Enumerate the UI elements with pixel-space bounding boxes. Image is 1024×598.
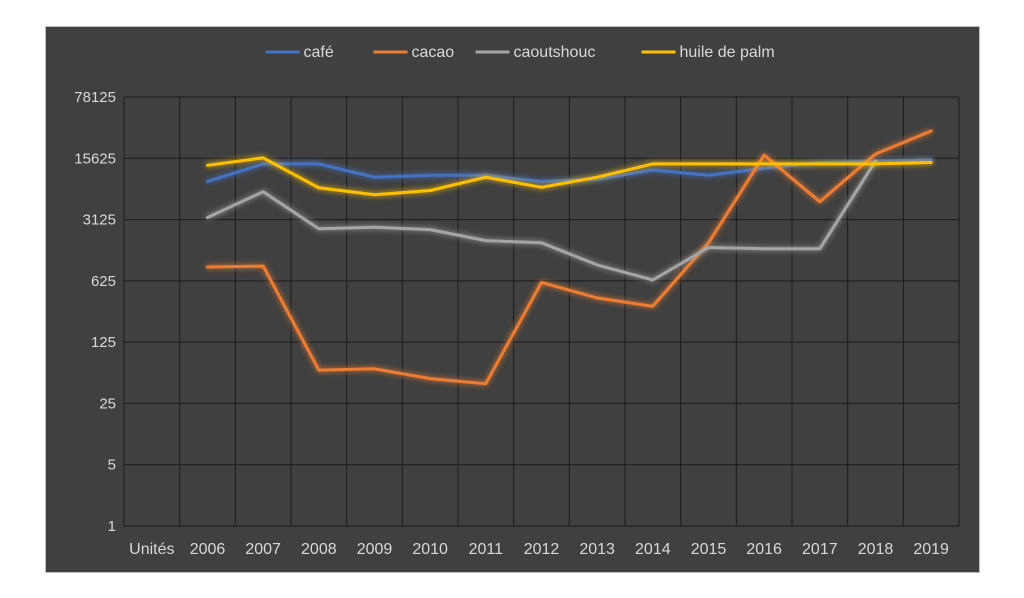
x-tick-label: 2016 <box>746 541 782 558</box>
x-tick-label: 2015 <box>691 541 727 558</box>
y-tick-label: 625 <box>91 273 116 290</box>
x-tick-label: 2006 <box>190 541 226 558</box>
legend-label: café <box>304 44 334 61</box>
x-tick-label: 2013 <box>579 541 615 558</box>
grid <box>123 96 960 527</box>
y-tick-label: 15625 <box>74 150 116 167</box>
line-chart: 1 5 25 125 625 3125 15625 78125 Unités 2006 2007 20… <box>74 44 960 558</box>
x-tick-label: 2019 <box>913 541 949 558</box>
y-tick-label: 25 <box>99 395 116 412</box>
axes: 1 5 25 125 625 3125 15625 78125 Unités 2006 2007 20… <box>74 89 949 558</box>
x-tick-label: 2009 <box>357 541 393 558</box>
x-tick-label: 2011 <box>469 541 504 558</box>
y-tick-label: 1 <box>108 518 116 535</box>
x-tick-label: 2010 <box>412 541 448 558</box>
legend-label: caoutshouc <box>514 44 596 61</box>
legend-label: huile de palm <box>680 44 775 61</box>
x-tick-label: 2012 <box>524 541 560 558</box>
y-tick-label: 78125 <box>74 89 116 106</box>
series-line-3 <box>206 156 933 197</box>
x-tick-label: Unités <box>129 541 174 558</box>
x-tick-label: 2007 <box>245 541 281 558</box>
x-tick-label: 2017 <box>802 541 838 558</box>
x-tick-label: 2008 <box>301 541 337 558</box>
series-line-2 <box>206 159 877 282</box>
x-tick-label: 2018 <box>858 541 894 558</box>
y-tick-label: 3125 <box>83 212 116 229</box>
series-lines <box>206 129 933 386</box>
legend-label: cacao <box>412 44 455 61</box>
chart-frame: 1 5 25 125 625 3125 15625 78125 Unités 2006 2007 20… <box>45 26 980 573</box>
series-line-1 <box>206 129 933 386</box>
y-tick-label: 5 <box>108 457 116 474</box>
x-tick-label: 2014 <box>635 541 671 558</box>
legend: café cacao caoutshouc huile de palm <box>265 44 775 61</box>
y-tick-label: 125 <box>91 334 116 351</box>
